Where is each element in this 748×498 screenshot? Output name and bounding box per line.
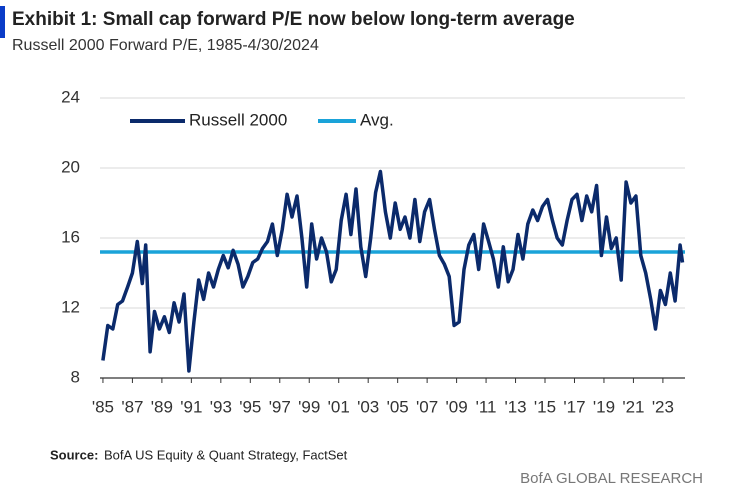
legend-label: Avg. xyxy=(360,110,394,129)
x-tick-label: '89 xyxy=(151,397,173,416)
chart-subtitle: Russell 2000 Forward P/E, 1985-4/30/2024 xyxy=(12,37,319,54)
source: BofA US Equity & Quant Strategy, FactSet xyxy=(104,447,348,462)
y-tick-label: 16 xyxy=(61,227,80,246)
x-tick-label: '05 xyxy=(387,397,409,416)
x-tick-label: '13 xyxy=(504,397,526,416)
x-tick-label: '23 xyxy=(652,397,674,416)
x-tick-label: '09 xyxy=(446,397,468,416)
x-tick-label: '19 xyxy=(593,397,615,416)
legend-label: Russell 2000 xyxy=(189,110,287,129)
y-tick-label: 20 xyxy=(61,157,80,176)
x-tick-label: '11 xyxy=(476,397,497,416)
x-tick-label: '87 xyxy=(121,397,143,416)
footer: BofA GLOBAL RESEARCH xyxy=(520,470,703,487)
x-tick-label: '93 xyxy=(210,397,232,416)
series-line xyxy=(101,169,685,373)
x-tick-label: '15 xyxy=(534,397,556,416)
x-tick-label: '91 xyxy=(180,397,202,416)
x-tick-label: '07 xyxy=(416,397,438,416)
x-tick-label: '95 xyxy=(239,397,261,416)
x-tick-label: '21 xyxy=(622,397,644,416)
title-accent xyxy=(0,6,5,38)
x-tick-label: '99 xyxy=(298,397,320,416)
x-tick-label: '03 xyxy=(357,397,379,416)
y-tick-label: 8 xyxy=(71,367,80,386)
x-tick-label: '85 xyxy=(92,397,114,416)
x-tick-label: '97 xyxy=(269,397,291,416)
x-tick-label: '17 xyxy=(563,397,585,416)
chart-title: Exhibit 1: Small cap forward P/E now bel… xyxy=(12,9,575,30)
source-label: Source: xyxy=(50,447,98,462)
y-tick-label: 24 xyxy=(61,87,80,106)
x-tick-label: '01 xyxy=(328,397,350,416)
y-tick-label: 12 xyxy=(61,297,80,316)
